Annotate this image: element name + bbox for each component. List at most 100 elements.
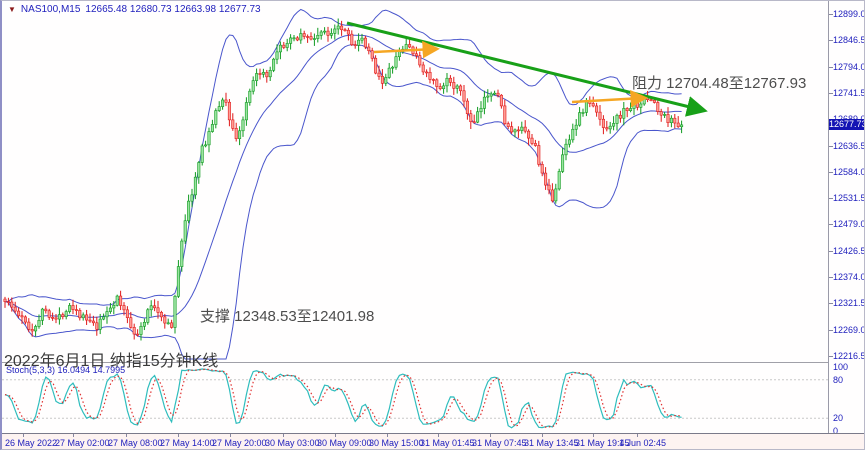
candle-body [639,103,643,108]
candle-body [102,316,106,320]
ohlc-values: 12665.48 12680.73 12663.98 12677.73 [85,4,261,15]
candle-body [680,124,684,128]
candle-body [115,295,119,306]
time-axis[interactable]: 26 May 2022 27 May 02:00 27 May 08:00 27 Ma… [2,433,864,449]
indicator-line [4,368,682,428]
candle-body [428,71,432,80]
candle-body [241,119,245,132]
candle-body [489,93,493,97]
candle-body [652,99,656,103]
candle-body [306,36,310,38]
candle-body [472,121,476,124]
candle-body [618,114,622,119]
price-axis-label: 12899.05 [833,9,864,19]
axis-tick [542,434,543,437]
candle-body [350,33,354,46]
candle-body [119,295,123,306]
candle-body [462,90,466,102]
candle-body [601,118,605,128]
price-axis-label: 12216.55 [833,350,864,361]
candle-body [523,126,527,132]
candle-body [357,39,361,46]
candle-body [173,295,177,328]
candle-body [343,29,347,32]
candle-body [445,77,449,87]
trend-arrow[interactable] [346,21,708,117]
candle-body [598,111,602,120]
candlestick-chart-canvas[interactable] [2,1,828,433]
candle-body [442,85,446,90]
candle-body [20,315,24,318]
axis-tick [490,434,491,437]
candle-body [527,130,531,139]
candle-body [578,112,582,126]
candle-body [159,312,163,318]
chart-caption: 2022年6月1日 纳指15分钟K线 [4,353,219,370]
candle-body [673,117,677,124]
candle-body [448,77,452,83]
symbol-dropdown-icon[interactable]: ▼ [8,4,16,14]
candle-body [95,322,99,330]
axis-tick [829,198,833,200]
candle-body [275,51,279,60]
candle-body [289,37,293,44]
candle-body [574,124,578,130]
time-axis-label: 31 May 01:45 [420,438,475,448]
candle-body [57,314,61,320]
stoch-k-value: 16.0494 [57,365,91,375]
candle-body [323,30,327,33]
candle-body [649,99,653,102]
candle-body [6,301,10,303]
candle-body [360,37,364,41]
candle-body [153,305,157,309]
candle-body [214,110,218,125]
candle-body [564,143,568,156]
candle-body [550,189,554,202]
current-price-badge: 12677.73 [829,119,865,131]
candle-body [346,29,350,35]
resistance-arrow[interactable] [571,89,648,108]
candle-body [547,184,551,191]
candle-body [363,37,367,48]
time-axis-label: 27 May 20:00 [212,438,267,448]
candle-body [540,164,544,174]
price-axis-label: 12636.55 [833,140,864,151]
axis-tick [829,14,833,15]
candle-body [278,44,282,53]
candle-body [210,124,214,132]
candle-body [499,94,503,107]
candle-body [23,316,27,323]
candle-body [47,310,51,318]
candle-body [380,75,384,84]
candle-body [91,320,95,324]
price-axis-label: 12741.55 [833,87,864,98]
candle-body [554,188,558,202]
resistance-arrow[interactable] [373,40,440,59]
candle-body [516,129,520,132]
candle-body [166,322,170,325]
candle-body [268,70,272,78]
candle-body [561,154,565,172]
candle-body [537,145,541,165]
candle-body [224,99,228,103]
candle-body [139,325,143,335]
candle-body [132,327,136,335]
candle-body [34,326,38,332]
price-axis-label: 12584.05 [833,166,864,177]
candle-body [336,25,340,30]
price-axis[interactable]: 12899.05 12846.55 12794.05 12741.55 12689.05… [828,1,864,436]
candle-body [635,101,639,108]
candle-body [612,123,616,127]
candle-body [486,95,490,98]
candle-body [302,33,306,37]
candle-body [244,102,248,121]
price-axis-label: 12479.05 [833,219,864,230]
candle-body [510,126,514,133]
candle-body [622,108,626,119]
axis-tick [829,92,833,94]
indicator-line [4,34,682,319]
candle-body [3,298,7,302]
candle-body [207,131,211,146]
candle-body [656,102,660,112]
candle-body [248,90,252,103]
